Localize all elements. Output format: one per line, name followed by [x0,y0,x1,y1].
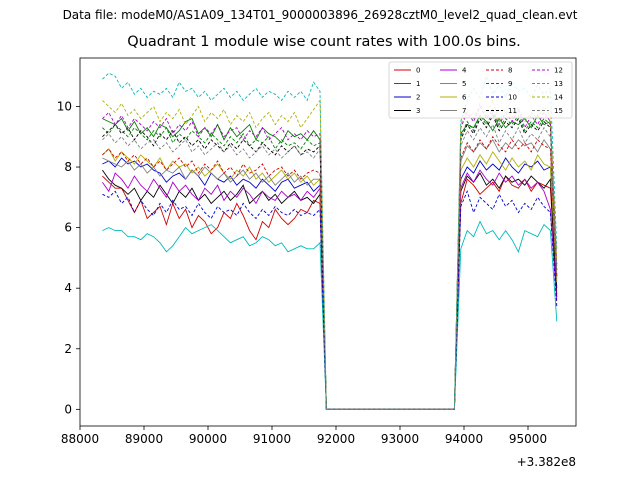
x-axis: 88000 89000 90000 91000 92000 93000 94000 95000 [61,426,547,446]
y-tick-label: 6 [64,221,72,235]
axes-frame [79,57,577,427]
x-tick-label: 88000 [61,432,99,446]
series-line-9 [102,111,558,410]
series-line-10 [102,189,558,410]
chart-title: Quadrant 1 module wise count rates with … [127,34,521,50]
x-tick-label: 95000 [509,432,547,446]
series-line-5 [102,220,558,410]
series-layer [102,72,558,410]
y-tick-label: 2 [64,342,72,356]
legend-label-15: 15 [554,107,563,115]
series-line-14 [102,99,558,410]
x-tick-label: 93000 [381,432,419,446]
legend-label-3: 3 [416,107,420,115]
legend-label-13: 13 [554,80,563,88]
legend-label-8: 8 [508,67,512,75]
legend-box [388,61,573,119]
x-tick-label: 90000 [189,432,227,446]
legend-label-12: 12 [554,67,563,75]
legend-label-5: 5 [462,80,466,88]
y-tick-label: 8 [64,160,72,174]
legend-label-2: 2 [416,94,420,102]
x-tick-label: 91000 [253,432,291,446]
series-line-2 [102,157,558,410]
figure-suptitle: Data file: modeM0/AS1A09_134T01_90000038… [62,8,578,22]
y-tick-label: 10 [57,99,72,113]
y-axis: 0 2 4 6 8 10 [57,99,80,416]
series-line-7 [102,138,558,410]
series-line-8 [102,135,558,410]
x-tick-label: 89000 [125,432,163,446]
y-tick-label: 4 [64,281,72,295]
legend-label-10: 10 [508,94,517,102]
legend-label-0: 0 [416,67,420,75]
legend-label-4: 4 [462,67,467,75]
x-tick-label: 92000 [317,432,355,446]
legend-label-14: 14 [554,94,563,102]
legend-label-1: 1 [416,80,420,88]
legend-label-6: 6 [462,94,467,102]
x-offset-label: +3.382e8 [517,455,576,469]
y-tick-label: 0 [64,402,72,416]
series-line-15 [102,123,558,410]
series-line-12 [102,105,558,410]
x-tick-label: 94000 [445,432,483,446]
series-line-0 [102,175,558,410]
legend-label-9: 9 [508,80,512,88]
legend-label-11: 11 [508,107,517,115]
legend-label-7: 7 [462,107,466,115]
